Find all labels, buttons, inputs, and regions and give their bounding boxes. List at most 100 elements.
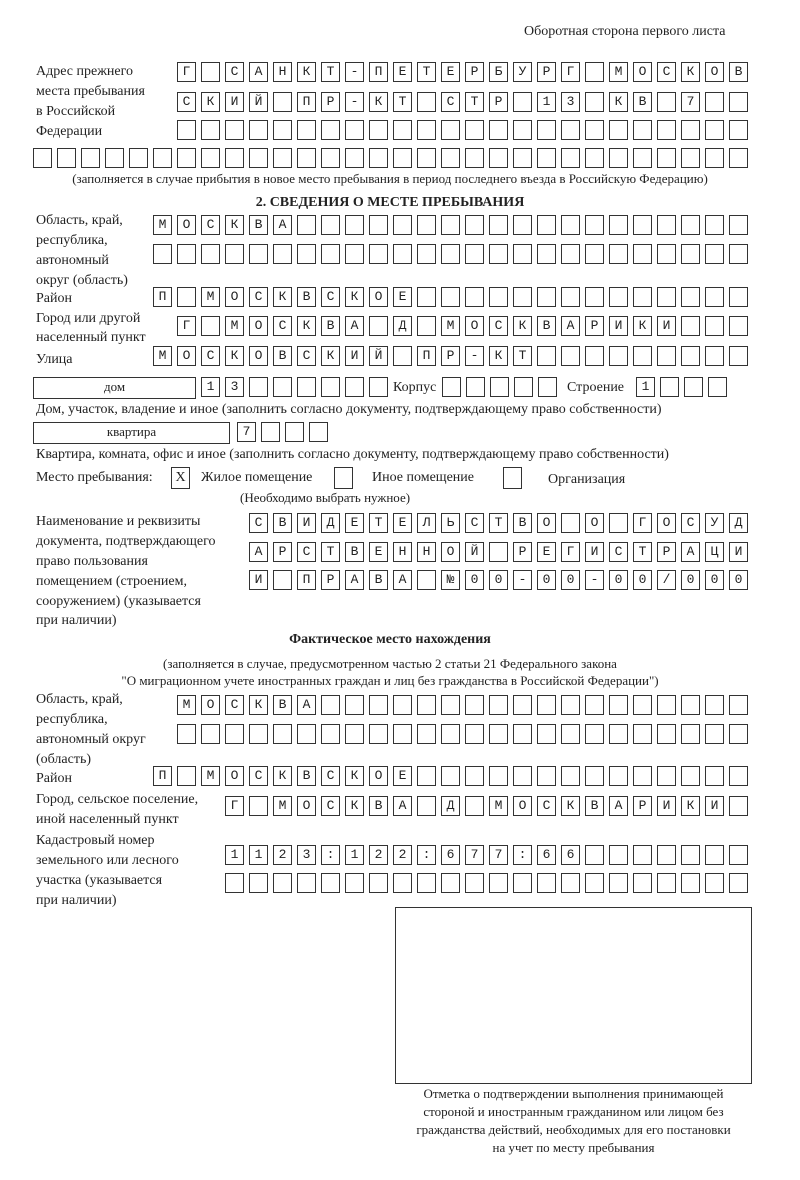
letter-cell[interactable] [633,316,652,336]
letter-cell[interactable] [681,92,700,112]
prev-address-row-3[interactable] [177,120,753,142]
letter-cell[interactable] [681,148,700,168]
letter-cell[interactable] [321,316,340,336]
letter-cell[interactable] [249,377,268,397]
letter-cell[interactable] [393,796,412,816]
letter-cell[interactable] [585,287,604,307]
letter-cell[interactable] [417,873,436,893]
stay-checkbox-other[interactable] [334,467,353,489]
letter-cell[interactable] [321,287,340,307]
letter-cell[interactable] [297,542,316,562]
letter-cell[interactable] [657,873,676,893]
letter-cell[interactable] [225,766,244,786]
letter-cell[interactable] [657,513,676,533]
letter-cell[interactable] [225,796,244,816]
building-row[interactable]: 1 [636,377,732,399]
apartment-row[interactable]: 7 [237,422,333,444]
letter-cell[interactable] [417,695,436,715]
letter-cell[interactable] [561,244,580,264]
letter-cell[interactable] [369,244,388,264]
letter-cell[interactable] [225,120,244,140]
letter-cell[interactable] [249,62,268,82]
actual-region-row-1[interactable]: МОСКВА [177,695,753,717]
letter-cell[interactable] [465,346,484,366]
letter-cell[interactable] [417,215,436,235]
letter-cell[interactable] [609,346,628,366]
letter-cell[interactable] [537,724,556,744]
letter-cell[interactable] [513,287,532,307]
letter-cell[interactable] [321,873,340,893]
region-row-1[interactable]: МОСКВА [153,215,753,237]
letter-cell[interactable] [441,796,460,816]
letter-cell[interactable] [633,346,652,366]
actual-region-row-2[interactable] [177,724,753,746]
letter-cell[interactable] [321,766,340,786]
letter-cell[interactable] [297,766,316,786]
letter-cell[interactable] [561,287,580,307]
letter-cell[interactable] [465,570,484,590]
letter-cell[interactable] [489,724,508,744]
letter-cell[interactable] [129,148,148,168]
letter-cell[interactable] [321,215,340,235]
letter-cell[interactable] [417,724,436,744]
letter-cell[interactable] [345,215,364,235]
letter-cell[interactable] [705,873,724,893]
letter-cell[interactable] [393,287,412,307]
letter-cell[interactable] [225,148,244,168]
letter-cell[interactable] [297,148,316,168]
letter-cell[interactable] [237,422,256,442]
letter-cell[interactable] [345,316,364,336]
letter-cell[interactable] [657,62,676,82]
letter-cell[interactable] [633,148,652,168]
letter-cell[interactable] [633,287,652,307]
letter-cell[interactable] [369,873,388,893]
letter-cell[interactable] [636,377,655,397]
letter-cell[interactable] [273,513,292,533]
letter-cell[interactable] [585,92,604,112]
letter-cell[interactable] [489,287,508,307]
letter-cell[interactable] [561,570,580,590]
letter-cell[interactable] [561,62,580,82]
letter-cell[interactable] [177,215,196,235]
letter-cell[interactable] [321,513,340,533]
letter-cell[interactable] [729,148,748,168]
letter-cell[interactable] [201,724,220,744]
letter-cell[interactable] [561,316,580,336]
letter-cell[interactable] [705,513,724,533]
letter-cell[interactable] [249,845,268,865]
letter-cell[interactable] [465,542,484,562]
letter-cell[interactable] [309,422,328,442]
letter-cell[interactable] [273,796,292,816]
letter-cell[interactable] [465,287,484,307]
letter-cell[interactable] [657,796,676,816]
letter-cell[interactable] [561,120,580,140]
letter-cell[interactable] [609,796,628,816]
letter-cell[interactable] [225,287,244,307]
letter-cell[interactable] [585,120,604,140]
letter-cell[interactable] [249,287,268,307]
letter-cell[interactable] [633,570,652,590]
letter-cell[interactable] [585,724,604,744]
letter-cell[interactable] [273,316,292,336]
letter-cell[interactable] [609,92,628,112]
letter-cell[interactable] [297,92,316,112]
letter-cell[interactable] [705,766,724,786]
letter-cell[interactable] [177,724,196,744]
letter-cell[interactable] [273,873,292,893]
letter-cell[interactable] [513,724,532,744]
letter-cell[interactable] [417,845,436,865]
letter-cell[interactable] [345,796,364,816]
letter-cell[interactable] [513,542,532,562]
letter-cell[interactable] [537,346,556,366]
letter-cell[interactable] [681,766,700,786]
letter-cell[interactable] [393,695,412,715]
letter-cell[interactable] [585,873,604,893]
letter-cell[interactable] [537,215,556,235]
letter-cell[interactable] [729,695,748,715]
letter-cell[interactable] [729,724,748,744]
letter-cell[interactable] [345,244,364,264]
actual-city-row[interactable]: Г МОСКВА Д МОСКВАРИКИ [225,796,753,818]
letter-cell[interactable] [465,92,484,112]
doc-row-3[interactable]: И ПРАВА №00-00-00/000 [249,570,753,592]
letter-cell[interactable] [297,796,316,816]
